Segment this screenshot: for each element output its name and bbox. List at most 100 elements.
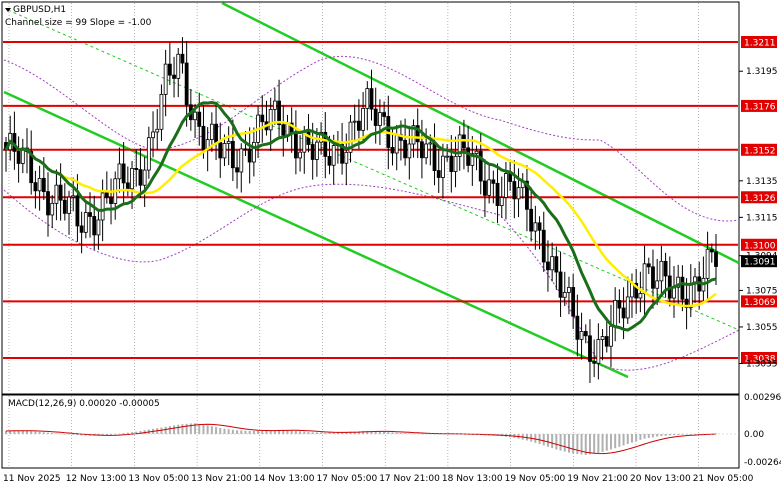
candle-body [567,287,571,293]
candle-body [125,182,130,190]
candle-body [222,143,227,159]
macd-bar [362,431,365,434]
macd-bar [332,432,335,434]
candle-body [407,143,412,159]
macd-bar [366,431,369,434]
candle-body [88,212,92,217]
level-price-tag [741,295,777,308]
macd-bar [278,429,281,434]
macd-axis: 0.00296 0.00 -0.00264 [744,393,781,468]
candle-body [58,184,63,201]
candle-body [663,260,668,277]
macd-bar [626,434,629,445]
candle-body [239,148,244,173]
candle-body [361,107,366,131]
candle-body [369,88,374,110]
macd-bar [17,430,20,434]
candle-body [588,335,592,362]
candle-body [604,336,609,347]
candle-body [533,222,538,232]
macd-bar [76,434,79,436]
candle-body [319,131,323,143]
macd-bar [567,434,570,453]
macd-bar [68,434,71,435]
price-tick-label: 1.3115 [746,213,778,223]
price-tick-label: 1.3055 [746,323,778,333]
level-price-tag [741,238,777,251]
macd-bar [168,426,171,434]
time-label: 17 Nov 05:00 [317,474,378,484]
macd-bar [59,433,62,435]
macd-bar [47,432,50,434]
candle-body [457,134,462,157]
macd-bar [252,430,255,434]
current-price-label: 1.3091 [744,258,776,268]
fast-moving-average [4,120,717,308]
candle-body [348,121,353,153]
candle-body [562,292,567,298]
macd-bar [194,423,197,434]
descending-channel [3,1,740,379]
macd-label: MACD(12,26,9) 0.00020 -0.00005 [8,399,160,409]
macd-bar [131,432,134,434]
macd-bar [181,424,184,434]
macd-bar [672,434,675,436]
candle-body [218,142,223,159]
macd-bar [135,431,138,434]
candle-body [16,150,21,164]
candle-body [323,131,328,157]
macd-bar [601,434,604,452]
dropdown-triangle-icon[interactable] [5,8,11,12]
macd-bar [248,430,251,434]
candle-body [428,142,433,145]
macd-bar [681,434,684,435]
macd-bar [328,432,331,434]
level-price-label: 1.3126 [744,194,776,204]
candle-body [163,63,168,95]
candle-body [142,169,147,186]
candle-body [209,123,214,140]
candle-body [83,212,88,233]
candle-body [46,191,50,216]
macd-bar [63,434,66,435]
envelope-bands [3,55,740,371]
macd-bar [223,428,226,434]
macd-bar [122,433,125,434]
candle-body [558,271,563,298]
macd-bar [286,430,289,434]
candle-body [680,276,685,300]
candle-body [352,120,357,123]
macd-bar [664,434,667,436]
macd-bar [303,431,306,434]
candle-body [29,151,34,184]
candle-body [432,142,437,171]
macd-bar [185,423,188,434]
candle-body [499,197,504,207]
macd-bar [290,430,293,434]
macd-bar [563,434,566,452]
macd-bar [177,424,180,434]
macd-bar [206,425,209,434]
candle-body [331,145,336,166]
candle-body [356,120,361,131]
time-label: 19 Nov 05:00 [505,474,566,484]
macd-bar [639,434,642,440]
candle-body [176,53,181,79]
candle-body [41,177,46,193]
price-axis: 1.3211 1.3176 1.3152 1.3126 1.3100 1.3069 1.30… [739,36,778,369]
macd-bar [265,430,268,434]
price-tick-label: 1.3195 [746,67,778,77]
candle-body [75,195,80,227]
macd-bar [399,432,402,434]
macd-bar [189,423,192,434]
macd-bar [408,433,411,434]
candle-body [67,196,71,214]
candle-body [709,248,714,253]
time-label: 21 Nov 05:00 [693,474,754,484]
candle-body [155,128,160,133]
candle-body [676,276,681,288]
candle-body [546,261,550,271]
candle-body [134,167,139,171]
candle-body [184,62,189,106]
candle-body [340,144,344,164]
